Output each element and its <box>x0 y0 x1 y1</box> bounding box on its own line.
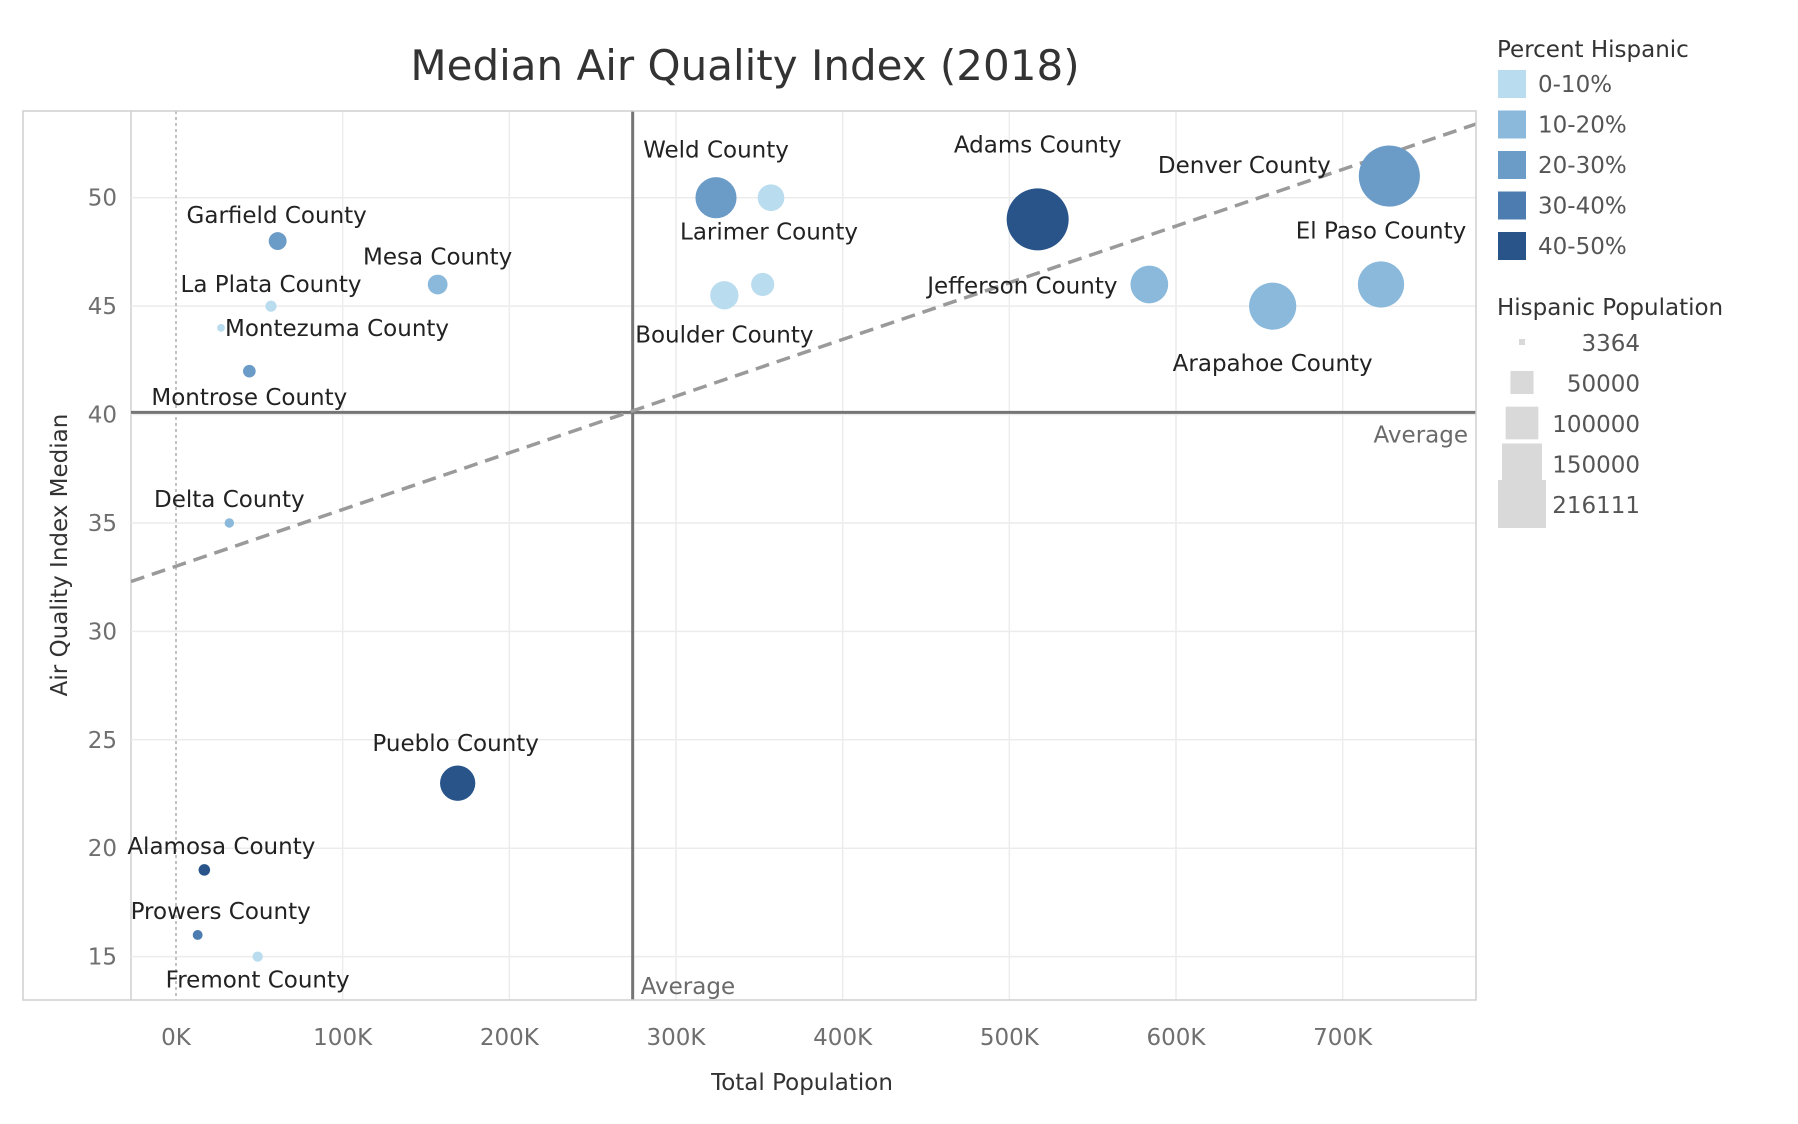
legend-color-swatch <box>1498 70 1526 98</box>
point-label: Boulder County <box>635 322 813 348</box>
point-label: Denver County <box>1158 153 1331 179</box>
point-label: Prowers County <box>131 899 311 925</box>
y-tick-label: 40 <box>88 403 117 429</box>
legend-size-label: 216111 <box>1552 493 1640 519</box>
reference-lines: Average Average <box>131 111 1476 1000</box>
y-tick-label: 45 <box>88 294 117 320</box>
y-tick-label: 20 <box>88 836 117 862</box>
data-point <box>695 177 737 219</box>
point-label: Montezuma County <box>225 316 449 342</box>
y-tick-label: 15 <box>88 945 117 971</box>
data-point <box>710 281 739 310</box>
x-tick-label: 0K <box>161 1025 192 1051</box>
data-point <box>1358 145 1420 207</box>
point-label: Mesa County <box>363 244 512 270</box>
x-tick-label: 200K <box>480 1025 540 1051</box>
legend-size-swatch <box>1505 406 1539 440</box>
legend-color-items: 0-10% 10-20% 20-30% 30-40% 40-50% <box>1498 70 1627 260</box>
data-point <box>440 765 476 801</box>
legend-size-swatch <box>1502 443 1542 484</box>
plot-area: Average Average Weld County Larimer County… <box>22 110 1477 1001</box>
point-label: Larimer County <box>680 220 858 246</box>
x-tick-label: 500K <box>980 1025 1040 1051</box>
legend-size-items: 3364 50000 100000 150000 216111 <box>1498 331 1640 528</box>
point-label: Weld County <box>643 138 789 164</box>
data-point <box>757 184 785 212</box>
point-label: Alamosa County <box>127 834 315 860</box>
legend-size-label: 3364 <box>1581 331 1640 357</box>
point-label: Pueblo County <box>372 731 538 757</box>
data-point <box>268 232 287 251</box>
y-tick-label: 25 <box>88 728 117 754</box>
legend-size-swatch <box>1498 480 1546 528</box>
plot-frame <box>22 110 1477 1001</box>
x-axis-title: Total Population <box>710 1070 893 1096</box>
legend: Percent Hispanic 0-10% 10-20% 20-30% 30-40%… <box>1497 37 1723 528</box>
legend-color-label: 0-10% <box>1538 72 1612 98</box>
legend-size-swatch <box>1519 339 1525 345</box>
chart-title: Median Air Quality Index (2018) <box>410 41 1079 90</box>
x-tick-label: 400K <box>813 1025 873 1051</box>
legend-color-swatch <box>1498 151 1526 179</box>
point-label: Jefferson County <box>925 273 1117 299</box>
point-labels: Weld County Larimer County Boulder County A… <box>127 132 1466 993</box>
y-tick-label: 35 <box>88 511 117 537</box>
data-point <box>243 364 256 378</box>
legend-size-title: Hispanic Population <box>1497 295 1723 321</box>
x-axis-ticks: 0K 100K 200K 300K 400K 500K 600K 700K <box>161 1025 1373 1051</box>
trend-line <box>130 122 1477 584</box>
point-label: El Paso County <box>1296 218 1466 244</box>
legend-size-swatch <box>1510 370 1534 395</box>
point-label: Delta County <box>154 487 305 513</box>
grid-lines <box>130 111 1476 1000</box>
point-label: La Plata County <box>181 272 362 298</box>
data-points <box>192 145 1420 962</box>
y-average-label: Average <box>1374 422 1468 448</box>
data-point <box>427 274 448 295</box>
point-label: Garfield County <box>187 203 367 229</box>
y-axis-title: Air Quality Index Median <box>47 414 73 697</box>
legend-color-label: 40-50% <box>1538 234 1627 260</box>
data-point <box>1130 265 1169 304</box>
data-point <box>265 300 277 312</box>
y-axis-ticks: 15 20 25 30 35 40 45 50 <box>88 186 117 971</box>
y-tick-label: 30 <box>88 619 117 645</box>
legend-color-label: 20-30% <box>1538 153 1627 179</box>
data-point <box>252 951 263 962</box>
x-tick-label: 600K <box>1147 1025 1207 1051</box>
legend-size-label: 150000 <box>1552 453 1640 479</box>
data-point <box>192 930 203 940</box>
x-tick-label: 100K <box>313 1025 373 1051</box>
point-label: Montrose County <box>151 385 347 411</box>
legend-color-title: Percent Hispanic <box>1497 37 1689 63</box>
legend-size-label: 100000 <box>1552 412 1640 438</box>
x-tick-label: 300K <box>647 1025 707 1051</box>
data-point <box>1357 261 1405 308</box>
data-point <box>224 518 235 528</box>
x-average-label: Average <box>641 974 735 1000</box>
data-point <box>1006 188 1069 251</box>
legend-color-label: 10-20% <box>1538 113 1627 139</box>
data-point <box>198 864 211 876</box>
point-label: Adams County <box>954 132 1122 158</box>
data-point <box>751 272 775 297</box>
data-point <box>1249 282 1297 330</box>
y-tick-label: 50 <box>88 186 117 212</box>
legend-color-swatch <box>1498 191 1526 220</box>
legend-color-swatch <box>1498 110 1526 139</box>
data-point <box>217 323 225 332</box>
legend-color-swatch <box>1498 232 1526 260</box>
x-tick-label: 700K <box>1313 1025 1373 1051</box>
legend-color-label: 30-40% <box>1538 194 1627 220</box>
legend-size-label: 50000 <box>1567 372 1640 398</box>
point-label: Arapahoe County <box>1173 351 1373 377</box>
point-label: Fremont County <box>166 968 350 994</box>
